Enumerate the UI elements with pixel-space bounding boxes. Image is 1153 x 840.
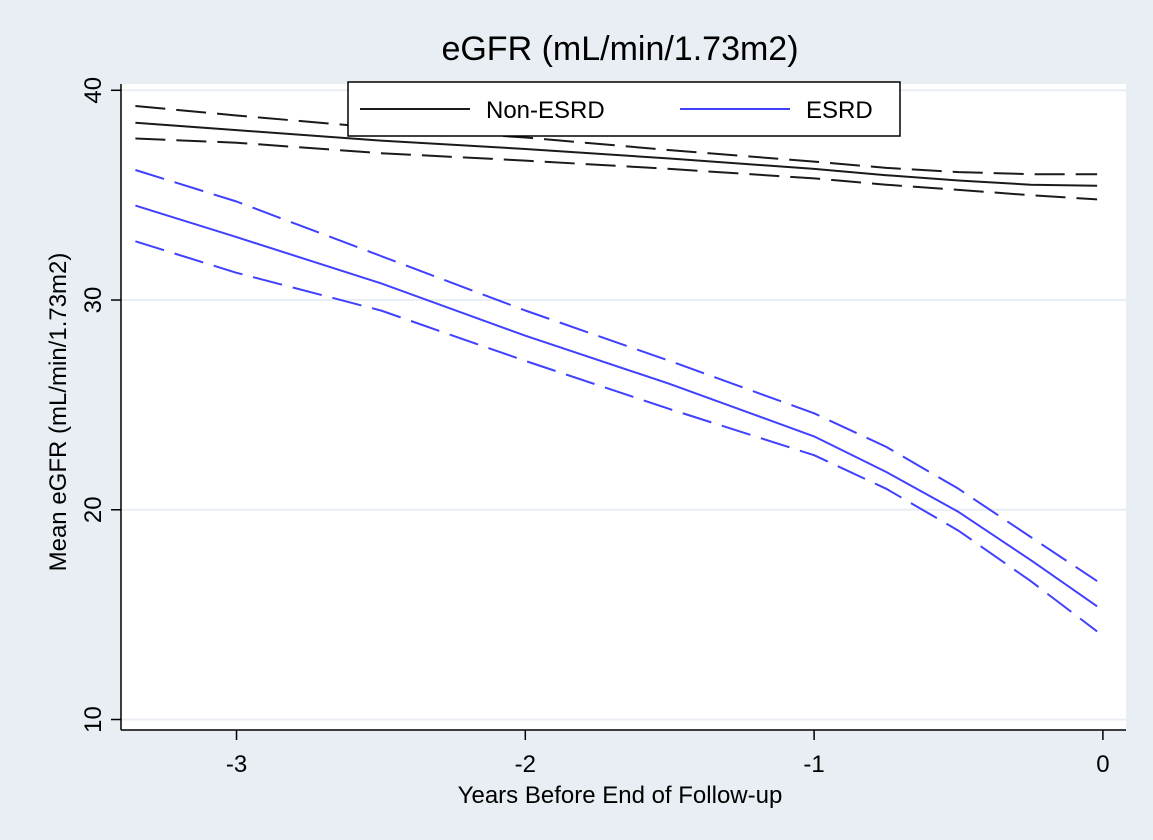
series-line-4 [135,169,1098,582]
ticks: -3 -2 -1 0 10 20 30 40 [80,77,1110,778]
y-tick-label: 30 [80,287,107,314]
y-tick-label: 20 [80,496,107,523]
legend: Non-ESRD ESRD [347,81,901,137]
y-tick-label: 40 [80,77,107,104]
x-tick-label: 0 [1096,751,1109,778]
series-line-5 [135,240,1098,633]
x-tick-label: -2 [515,751,536,778]
series-line-0 [135,121,1098,187]
plot-area [121,84,1126,730]
legend-label-non-esrd: Non-ESRD [486,97,605,124]
legend-box [347,81,901,137]
series-lines [135,105,1098,633]
series-line-2 [135,137,1098,201]
series-line-3 [135,204,1098,608]
y-axis-label: Mean eGFR (mL/min/1.73m2) [45,253,72,572]
chart-title: eGFR (mL/min/1.73m2) [441,30,798,68]
y-tick-label: 10 [80,706,107,733]
series-line-1 [135,105,1098,176]
x-tick-label: -1 [803,751,824,778]
legend-label-esrd: ESRD [806,97,873,124]
x-tick-label: -3 [226,751,247,778]
axes [120,84,1126,731]
x-axis-label: Years Before End of Follow-up [458,782,783,809]
